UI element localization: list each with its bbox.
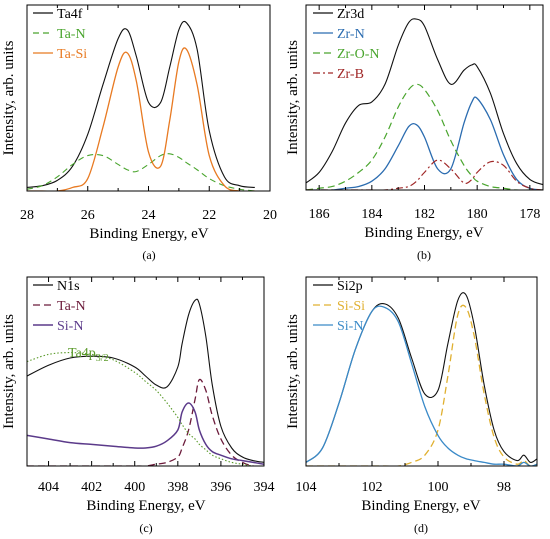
series-line-ta-n xyxy=(27,153,255,191)
x-tick-label: 26 xyxy=(81,208,95,223)
x-tick-label: 180 xyxy=(467,207,488,222)
panel-caption: (a) xyxy=(142,248,155,262)
x-axis-label: Binding Energy, eV xyxy=(89,226,208,242)
x-tick-label: 404 xyxy=(38,480,59,495)
legend-label: Si2p xyxy=(337,279,363,294)
legend: Ta4f Ta-N Ta-Si xyxy=(33,7,87,62)
series-line-ta-si xyxy=(27,47,255,191)
x-tick-label: 98 xyxy=(497,480,511,495)
series-line-zr-o-n xyxy=(306,83,543,190)
y-axis-label: Intensity, arb. units xyxy=(285,40,301,155)
x-tick-label: 20 xyxy=(263,208,277,223)
legend-label: Zr-O-N xyxy=(337,47,379,62)
y-axis-label: Intensity, arb. units xyxy=(285,314,301,429)
legend-label: Zr3d xyxy=(337,7,364,22)
legend-label: Zr-N xyxy=(337,27,365,42)
series-line-zr-n xyxy=(306,96,543,190)
x-tick-label: 396 xyxy=(210,480,231,495)
legend: N1s Ta-N Si-N xyxy=(33,279,86,334)
panel-caption: (c) xyxy=(139,521,152,535)
series-line-zr-b xyxy=(306,159,543,190)
chart-panel-a: 28 26 24 22 20 Binding Energy, eV Intensity, a… xyxy=(1,4,277,262)
x-tick-label: 402 xyxy=(81,480,102,495)
legend-label: Si-N xyxy=(337,319,363,334)
legend: Zr3d Zr-N Zr-O-N Zr-B xyxy=(313,7,379,82)
x-tick-label: 400 xyxy=(124,480,145,495)
chart-panel-b: 186 184 182 180 178 Binding Energy, eV Intensi… xyxy=(285,4,544,262)
x-tick-label: 184 xyxy=(361,207,382,222)
series-line-n1s xyxy=(27,298,264,463)
legend-label: Ta-N xyxy=(57,299,86,314)
x-tick-label: 104 xyxy=(296,480,317,495)
plot-frame xyxy=(305,276,538,467)
x-axis-label: Binding Energy, eV xyxy=(86,498,205,514)
legend-label: N1s xyxy=(57,279,80,294)
x-tick-label: 182 xyxy=(414,207,435,222)
series-line-zr3d xyxy=(306,18,543,186)
legend-label: Ta-N xyxy=(57,27,86,42)
panel-caption: (d) xyxy=(414,521,428,535)
legend-label: Si-N xyxy=(57,319,83,334)
annotation-subscript: 3/2 xyxy=(96,353,109,364)
x-tick-label: 186 xyxy=(309,207,330,222)
x-tick-label: 24 xyxy=(142,208,156,223)
series-line-ta4p3-2 xyxy=(27,352,264,466)
y-axis-label: Intensity, arb. units xyxy=(1,40,17,155)
legend-label: Ta-Si xyxy=(57,47,87,62)
x-tick-label: 398 xyxy=(167,480,188,495)
x-axis-label: Binding Energy, eV xyxy=(364,225,483,241)
legend: Si2p Si-Si Si-N xyxy=(313,279,365,334)
x-tick-label: 28 xyxy=(20,208,34,223)
chart-panel-c: 404 402 400 398 396 394 Binding Energy, eV Inte… xyxy=(1,276,275,535)
series-line-si-n xyxy=(27,402,264,465)
chart-panel-d: 104 102 100 98 Binding Energy, eV Intensity, … xyxy=(285,276,538,535)
x-tick-label: 394 xyxy=(254,480,275,495)
series-line-ta4f xyxy=(27,20,255,189)
plot-frame xyxy=(26,276,265,467)
x-tick-label: 178 xyxy=(519,207,540,222)
annotation-label: Ta4p3/2 xyxy=(68,346,109,364)
series-line-ta-n xyxy=(27,378,264,466)
legend-label: Si-Si xyxy=(337,299,365,314)
annotation-main: Ta4p xyxy=(68,346,96,361)
series-line-si-si xyxy=(306,304,537,466)
x-tick-label: 102 xyxy=(362,480,383,495)
y-axis-label: Intensity, arb. units xyxy=(1,314,17,429)
legend-label: Zr-B xyxy=(337,67,364,82)
legend-label: Ta4f xyxy=(57,7,83,22)
x-axis-label: Binding Energy, eV xyxy=(361,498,480,514)
x-tick-label: 100 xyxy=(428,480,449,495)
x-tick-label: 22 xyxy=(202,208,216,223)
panel-caption: (b) xyxy=(417,248,431,262)
